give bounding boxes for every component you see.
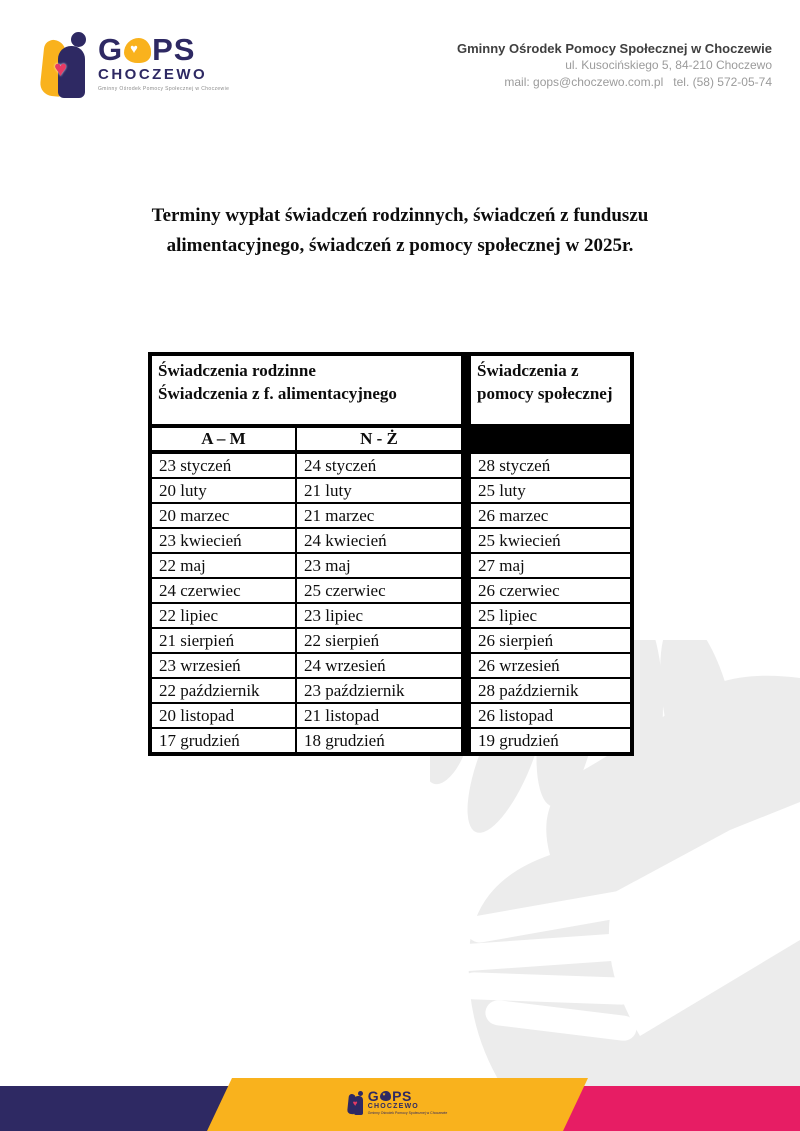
page-title-line1: Terminy wypłat świadczeń rodzinnych, świ… xyxy=(151,205,649,226)
table-cell: 25 czerwiec xyxy=(295,577,467,604)
table-cell: 24 wrzesień xyxy=(295,652,467,679)
logo-person-body xyxy=(58,46,85,98)
group-header-social-assistance: Świadczenia z pomocy społecznej xyxy=(461,353,633,428)
table-cell: 23 wrzesień xyxy=(149,652,297,679)
table-row: 23 kwiecień 24 kwiecień 25 kwiecień xyxy=(149,527,633,554)
table-cell: 25 luty xyxy=(461,477,633,504)
table-cell: 18 grudzień xyxy=(295,727,467,755)
table-cell: 22 sierpień xyxy=(295,627,467,654)
table-cell: 17 grudzień xyxy=(149,727,297,755)
table-cell: 24 styczeń xyxy=(295,451,467,479)
table-cell: 21 luty xyxy=(295,477,467,504)
table-cell: 26 wrzesień xyxy=(461,652,633,679)
page-title-line2: alimentacyjnego, świadczeń z pomocy społ… xyxy=(166,235,634,256)
table-cell: 26 listopad xyxy=(461,702,633,729)
bird-icon: ♥ xyxy=(380,1091,391,1101)
table-subheader-row: A – M N - Ż xyxy=(149,425,633,454)
subheader-a-m: A – M xyxy=(149,425,297,454)
table-row: 24 czerwiec 25 czerwiec 26 czerwiec xyxy=(149,577,633,604)
footer-logo-city: CHOCZEWO xyxy=(367,1103,419,1110)
table-cell: 21 listopad xyxy=(295,702,467,729)
table-row: 22 październik 23 październik 28 październ… xyxy=(149,677,633,704)
payment-schedule-table-wrap: Świadczenia rodzinne Świadczenia z f. al… xyxy=(148,352,634,756)
table-cell: 20 listopad xyxy=(149,702,297,729)
payment-table-body: 23 styczeń 24 styczeń 28 styczeń 20 luty 21 … xyxy=(149,451,633,755)
org-name: Gminny Ośrodek Pomocy Społecznej w Chocz… xyxy=(457,41,772,56)
table-cell: 24 czerwiec xyxy=(149,577,297,604)
logo-person-body xyxy=(354,1096,363,1115)
table-group-header-row: Świadczenia rodzinne Świadczenia z f. al… xyxy=(149,353,633,428)
group-header-line2: Świadczenia z f. alimentacyjnego xyxy=(158,384,397,403)
heart-icon: ♥ xyxy=(382,1092,387,1098)
heart-icon: ♥ xyxy=(54,56,68,81)
table-cell: 27 maj xyxy=(461,552,633,579)
table-cell: 23 styczeń xyxy=(149,451,297,479)
table-cell: 20 luty xyxy=(149,477,297,504)
logo-acronym: G ♥ PS xyxy=(98,32,229,67)
person-heart-icon: ♥ xyxy=(348,1091,365,1115)
logo-letters-ps: PS xyxy=(152,32,196,67)
org-address: ul. Kusocińskiego 5, 84-210 Choczewo xyxy=(565,58,772,72)
table-cell: 21 marzec xyxy=(295,502,467,529)
org-contact-block: Gminny Ośrodek Pomocy Społecznej w Chocz… xyxy=(457,40,772,91)
heart-icon: ♥ xyxy=(130,40,139,56)
logo-city: CHOCZEWO xyxy=(98,66,208,83)
table-cell: 23 październik xyxy=(295,677,467,704)
table-cell: 28 styczeń xyxy=(461,451,633,479)
table-cell: 22 październik xyxy=(149,677,297,704)
table-row: 21 sierpień 22 sierpień 26 sierpień xyxy=(149,627,633,654)
table-cell: 22 lipiec xyxy=(149,602,297,629)
group-header-line1: Świadczenia rodzinne xyxy=(158,361,316,380)
org-contact: mail: gops@choczewo.com.pl tel. (58) 572… xyxy=(504,75,772,89)
logo-text-block: G ♥ PS CHOCZEWO Gminny Ośrodek Pomocy Sp… xyxy=(98,32,229,100)
logo-person-head xyxy=(71,32,86,47)
table-row: 20 listopad 21 listopad 26 listopad xyxy=(149,702,633,729)
table-cell: 22 maj xyxy=(149,552,297,579)
page-title: Terminy wypłat świadczeń rodzinnych, świ… xyxy=(0,201,800,261)
table-cell: 28 październik xyxy=(461,677,633,704)
table-cell: 21 sierpień xyxy=(149,627,297,654)
table-cell: 23 kwiecień xyxy=(149,527,297,554)
table-row: 20 marzec 21 marzec 26 marzec xyxy=(149,502,633,529)
payment-schedule-table: Świadczenia rodzinne Świadczenia z f. al… xyxy=(148,352,634,756)
table-cell: 23 lipiec xyxy=(295,602,467,629)
footer-pink-band xyxy=(540,1086,800,1131)
table-cell: 26 marzec xyxy=(461,502,633,529)
table-cell: 23 maj xyxy=(295,552,467,579)
table-cell: 24 kwiecień xyxy=(295,527,467,554)
table-row: 22 maj 23 maj 27 maj xyxy=(149,552,633,579)
table-row: 20 luty 21 luty 25 luty xyxy=(149,477,633,504)
table-cell: 25 kwiecień xyxy=(461,527,633,554)
logo-letter-g: G xyxy=(367,1088,380,1104)
footer-logo-tagline: Gminny Ośrodek Pomocy Społecznej w Chocz… xyxy=(367,1111,448,1115)
group-header-family-benefits: Świadczenia rodzinne Świadczenia z f. al… xyxy=(149,353,467,428)
person-heart-icon: ♥ xyxy=(39,32,92,100)
table-cell: 26 czerwiec xyxy=(461,577,633,604)
subheader-blank-black xyxy=(461,425,633,454)
footer-yellow-band: ♥ G ♥ PS CHOCZEWO Gminny Ośrodek Pomocy … xyxy=(207,1078,588,1131)
bird-icon: ♥ xyxy=(124,37,152,63)
table-row: 23 styczeń 24 styczeń 28 styczeń xyxy=(149,451,633,479)
footer-logo-text-block: G ♥ PS CHOCZEWO Gminny Ośrodek Pomocy Sp… xyxy=(368,1090,448,1115)
table-row: 22 lipiec 23 lipiec 25 lipiec xyxy=(149,602,633,629)
subheader-n-z: N - Ż xyxy=(295,425,467,454)
gops-logo: ♥ G ♥ PS CHOCZEWO Gminny Ośrodek Pomocy … xyxy=(39,32,229,100)
table-cell: 26 sierpień xyxy=(461,627,633,654)
table-row: 23 wrzesień 24 wrzesień 26 wrzesień xyxy=(149,652,633,679)
logo-tagline: Gminny Ośrodek Pomocy Społecznej w Chocz… xyxy=(98,86,230,92)
hand-watermark xyxy=(430,640,800,1086)
logo-person-head xyxy=(358,1091,363,1096)
table-cell: 25 lipiec xyxy=(461,602,633,629)
logo-letter-g: G xyxy=(98,32,124,67)
logo-letters-ps: PS xyxy=(392,1088,412,1104)
footer-gops-logo: ♥ G ♥ PS CHOCZEWO Gminny Ośrodek Pomocy … xyxy=(348,1090,448,1115)
table-cell: 20 marzec xyxy=(149,502,297,529)
table-cell: 19 grudzień xyxy=(461,727,633,755)
footer-logo-acronym: G ♥ PS xyxy=(368,1090,448,1102)
table-row: 17 grudzień 18 grudzień 19 grudzień xyxy=(149,727,633,755)
heart-icon: ♥ xyxy=(352,1098,358,1108)
